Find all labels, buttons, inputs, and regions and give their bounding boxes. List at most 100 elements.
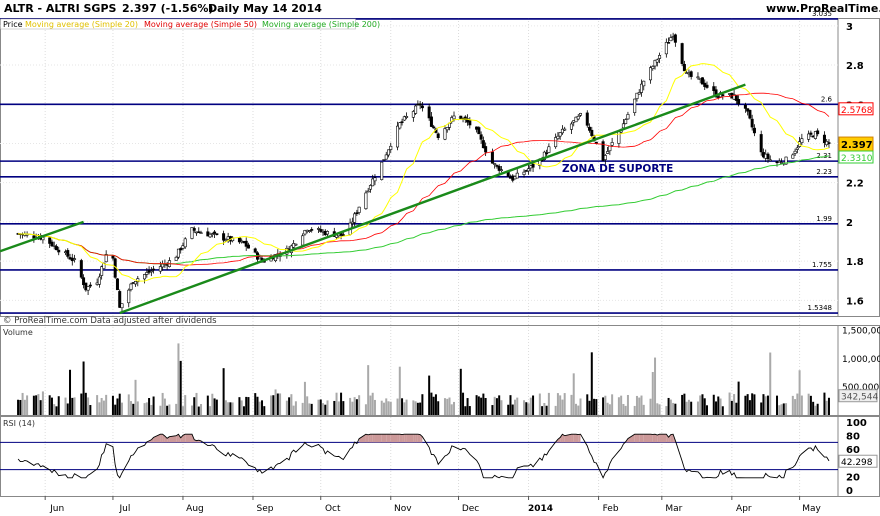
- x-tick-label: Feb: [603, 504, 619, 514]
- volume-bar: [263, 406, 266, 415]
- volume-bar: [177, 343, 180, 415]
- rsi-tick-label: 60: [846, 445, 860, 456]
- rsi-overbought-fill: [402, 434, 405, 443]
- volume-bar: [373, 399, 376, 415]
- volume-bar: [389, 401, 392, 415]
- rsi-tick-label: 100: [846, 418, 867, 429]
- volume-bar: [261, 400, 264, 415]
- candle-body: [479, 134, 483, 140]
- legend-price: Price: [3, 20, 23, 29]
- volume-bar: [764, 396, 767, 415]
- level-label: 1.755: [812, 261, 832, 269]
- volume-bar: [303, 381, 306, 415]
- symbol-title: ALTR - ALTRI SGPS: [4, 2, 117, 15]
- rsi-overbought-fill: [578, 434, 581, 443]
- volume-bar: [118, 393, 121, 415]
- x-tick-label: Aug: [186, 504, 204, 514]
- candle-body: [310, 229, 314, 231]
- volume-bar: [240, 400, 243, 415]
- volume-bar: [602, 397, 605, 415]
- volume-bar: [430, 392, 433, 415]
- volume-bar: [622, 403, 625, 415]
- ma50-tag: [838, 102, 874, 116]
- volume-bar: [333, 400, 336, 415]
- candle-body: [48, 237, 52, 244]
- volume-bar: [814, 405, 817, 415]
- rsi-overbought-fill: [650, 434, 653, 443]
- volume-bar: [606, 402, 609, 415]
- candle-body: [149, 270, 153, 273]
- level-label: 1.99: [816, 215, 832, 223]
- candle-body: [816, 130, 820, 135]
- candle-body: [73, 258, 77, 260]
- candle-body: [253, 248, 257, 253]
- volume-bar: [579, 398, 582, 415]
- rsi-overbought-fill: [160, 434, 163, 443]
- candle-body: [436, 133, 440, 138]
- ma200-tag: [838, 150, 874, 164]
- volume-bar: [364, 404, 367, 415]
- candle-body: [669, 37, 673, 42]
- site-name[interactable]: www.ProRealTime.com: [766, 2, 880, 15]
- volume-bar: [719, 398, 722, 415]
- volume-bar: [798, 370, 801, 415]
- candle-body: [411, 111, 415, 118]
- volume-bar: [358, 395, 361, 415]
- candle-body: [563, 128, 567, 131]
- candle-body: [493, 163, 497, 165]
- volume-bar: [611, 394, 614, 415]
- rsi-overbought-fill: [666, 434, 669, 443]
- volume-bar: [624, 405, 627, 415]
- volume-bar: [459, 368, 462, 415]
- candle-body: [658, 55, 662, 59]
- volume-bar: [53, 404, 56, 415]
- volume-bar: [89, 405, 92, 415]
- candle-body: [621, 123, 625, 129]
- volume-bar: [559, 395, 562, 415]
- volume-bar: [744, 395, 747, 415]
- volume-bar: [434, 394, 437, 415]
- volume-bar: [96, 395, 99, 415]
- volume-bar: [371, 392, 374, 415]
- rsi-title: RSI (14): [3, 419, 35, 428]
- candle-body: [420, 105, 424, 109]
- price-tick-label: 1.8: [846, 257, 864, 268]
- volume-bar: [753, 394, 756, 415]
- rsi-overbought-fill: [182, 434, 186, 443]
- volume-bar: [477, 396, 480, 415]
- candle-body: [585, 112, 589, 126]
- rsi-overbought-fill: [636, 434, 640, 443]
- candle-body: [414, 105, 418, 114]
- volume-bar: [746, 394, 749, 415]
- volume-bar: [98, 402, 101, 415]
- volume-bar: [301, 402, 304, 415]
- candle-body: [700, 77, 704, 85]
- volume-bar: [416, 402, 419, 415]
- candle-body: [791, 154, 795, 159]
- rsi-value-tag: [838, 454, 878, 468]
- volume-bar: [163, 398, 166, 415]
- candle-body: [111, 255, 115, 259]
- candle-body: [750, 118, 754, 128]
- candle-body: [445, 127, 449, 131]
- candle-body: [100, 266, 104, 276]
- volume-bar: [294, 401, 297, 415]
- candle-body: [389, 145, 393, 150]
- volume-bar: [556, 393, 559, 415]
- volume-bar: [17, 399, 20, 415]
- volume-bar: [272, 395, 275, 415]
- rsi-overbought-fill: [368, 434, 371, 443]
- price-tick-label: 2.8: [846, 61, 864, 72]
- candle-body: [531, 163, 535, 168]
- candle-body: [795, 147, 799, 150]
- volume-bar: [322, 403, 325, 415]
- candle-body: [104, 254, 108, 263]
- volume-bar: [443, 398, 446, 415]
- volume-bar: [462, 392, 465, 415]
- volume-bar: [586, 394, 589, 415]
- volume-bar: [143, 403, 146, 415]
- volume-bar: [574, 403, 577, 415]
- candle-body: [402, 116, 406, 121]
- volume-bar: [111, 395, 114, 415]
